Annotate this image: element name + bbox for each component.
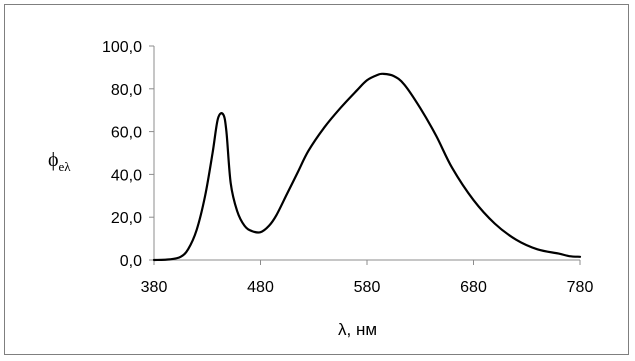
y-axis-title-subscript: eλ [59,159,72,174]
y-tick-label: 100,0 [102,39,142,56]
y-tick-label: 0,0 [120,253,142,270]
x-tick-label: 480 [247,279,274,296]
x-axis-title: λ, нм [338,320,377,339]
x-tick-labels: 380 480 580 680 780 [141,279,594,296]
x-tick-label: 680 [460,279,487,296]
x-tick-label: 780 [567,279,594,296]
y-axis-title: ϕeλ [48,149,71,174]
y-tick-labels: 0,0 20,0 40,0 60,0 80,0 100,0 [102,39,142,270]
y-axis-title-symbol: ϕ [48,149,59,171]
y-tick-label: 40,0 [111,167,142,184]
x-tick-marks [153,260,581,265]
series-line [152,72,582,262]
y-tick-label: 20,0 [111,210,142,227]
y-tick-label: 60,0 [111,125,142,142]
chart-frame [4,4,629,355]
y-tick-marks [149,45,154,261]
y-tick-label: 80,0 [111,82,142,99]
x-tick-label: 580 [354,279,381,296]
x-tick-label: 380 [141,279,168,296]
